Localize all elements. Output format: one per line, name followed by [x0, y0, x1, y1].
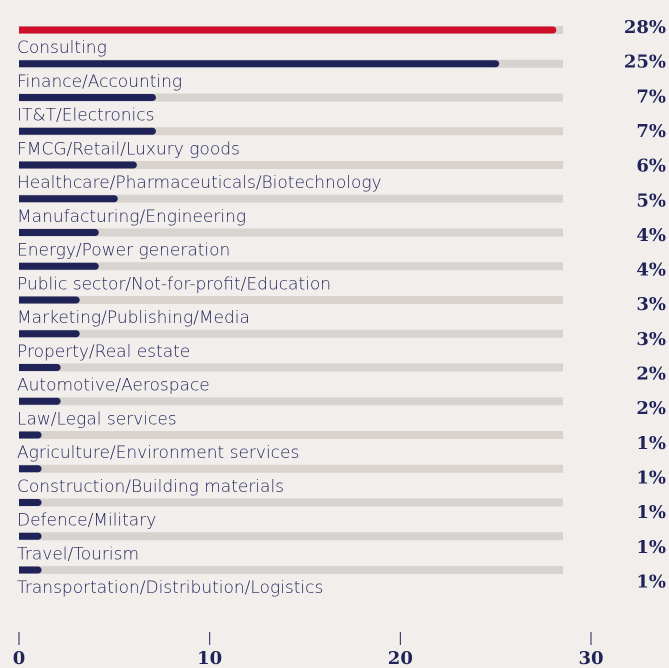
value-label: 28% [624, 17, 666, 38]
bar-end-dot [148, 127, 156, 135]
value-label: 7% [636, 86, 666, 107]
bar-track [19, 194, 563, 203]
x-tick-label: 20 [388, 648, 413, 668]
bar-track [19, 498, 563, 507]
value-label: 3% [636, 329, 666, 350]
bar [19, 296, 77, 304]
bar-track [19, 431, 563, 439]
bar [19, 364, 58, 371]
bar-track [19, 262, 563, 271]
category-label: Manufacturing/Engineering [17, 207, 246, 227]
category-label: FMCG/Retail/Luxury goods [17, 139, 240, 159]
bar-end-dot [549, 26, 557, 34]
value-label: 4% [636, 225, 666, 246]
category-label: Marketing/Publishing/Media [17, 308, 250, 328]
bar [19, 330, 77, 338]
bar [19, 465, 39, 473]
category-label: Finance/Accounting [17, 72, 182, 92]
bar-end-dot [91, 262, 99, 270]
bar [19, 499, 39, 506]
bar-end-dot [34, 499, 42, 506]
bar-track [19, 296, 563, 304]
value-label: 3% [636, 294, 666, 315]
category-label: Healthcare/Pharmaceuticals/Biotechnology [17, 173, 382, 193]
bar-end-dot [72, 330, 80, 338]
category-label: Defence/Military [17, 511, 156, 531]
value-label: 7% [636, 121, 666, 142]
category-label: Energy/Power generation [17, 241, 230, 261]
bar [19, 60, 496, 68]
value-label: 1% [636, 467, 666, 488]
value-label: 1% [636, 571, 666, 592]
bar-track [19, 161, 563, 169]
value-label: 1% [636, 537, 666, 558]
bar-end-dot [34, 431, 42, 439]
bar-track [19, 93, 563, 102]
bar-end-dot [129, 161, 137, 169]
bar-end-dot [492, 60, 500, 68]
value-label: 6% [636, 156, 666, 177]
bar-end-dot [53, 397, 61, 405]
category-label: Property/Real estate [17, 342, 190, 362]
value-label: 1% [636, 433, 666, 454]
value-label: 5% [636, 190, 666, 211]
bar-track [19, 363, 563, 372]
bar-track [19, 329, 563, 338]
value-label: 2% [636, 364, 666, 385]
bar [19, 397, 58, 405]
bar [19, 566, 39, 574]
bar-end-dot [110, 195, 118, 203]
bar [19, 229, 96, 236]
bar [19, 94, 153, 101]
value-label: 25% [624, 52, 666, 73]
category-label: Travel/Tourism [17, 544, 139, 564]
x-tick-label: 0 [13, 648, 26, 668]
value-label: 4% [636, 260, 666, 281]
value-label: 1% [636, 502, 666, 523]
x-tick-label: 10 [197, 648, 222, 668]
bar-end-dot [91, 229, 99, 236]
category-label: Construction/Building materials [17, 477, 284, 497]
bar-end-dot [53, 364, 61, 371]
bar [19, 161, 134, 169]
category-label: Agriculture/Environment services [17, 443, 299, 463]
x-tick-label: 30 [578, 648, 603, 668]
bar-end-dot [34, 465, 42, 473]
bar-track [19, 228, 563, 237]
bar [19, 532, 39, 540]
category-label: Automotive/Aerospace [17, 376, 210, 396]
bar-track [19, 127, 563, 136]
value-label: 2% [636, 398, 666, 419]
category-label: Transportation/Distribution/Logistics [17, 578, 323, 598]
category-label: Law/Legal services [17, 409, 177, 429]
category-label: Public sector/Not-for-profit/Education [17, 274, 331, 294]
bar-end-dot [34, 532, 42, 540]
bar [19, 127, 153, 135]
bar-track [19, 566, 563, 574]
bar-end-dot [72, 296, 80, 304]
category-label: Consulting [17, 38, 107, 58]
bar [19, 262, 96, 270]
bar-track [19, 532, 563, 541]
bar-end-dot [34, 566, 42, 574]
bar-track [19, 464, 563, 473]
bar [19, 431, 39, 439]
bar-track [19, 397, 563, 406]
bar [19, 26, 553, 34]
category-label: IT&T/Electronics [17, 106, 154, 126]
bar-end-dot [148, 94, 156, 101]
bar [19, 195, 115, 203]
